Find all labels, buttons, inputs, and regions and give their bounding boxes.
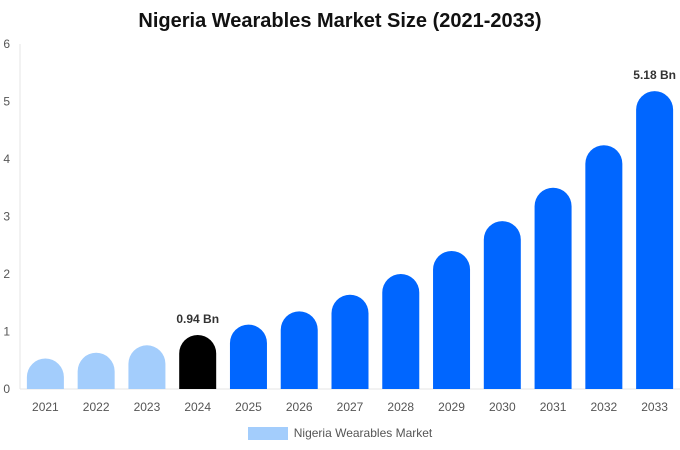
x-tick-label: 2025 bbox=[235, 400, 262, 414]
y-tick-label: 5 bbox=[3, 95, 10, 109]
x-tick-label: 2033 bbox=[641, 400, 668, 414]
y-tick-label: 1 bbox=[3, 325, 10, 339]
bar-2028 bbox=[382, 274, 420, 389]
x-tick-label: 2029 bbox=[438, 400, 465, 414]
data-label-2033: 5.18 Bn bbox=[633, 68, 676, 82]
y-tick-label: 4 bbox=[3, 152, 10, 166]
bar-2021 bbox=[26, 358, 64, 389]
x-tick-label: 2026 bbox=[286, 400, 313, 414]
y-tick-label: 6 bbox=[3, 37, 10, 51]
bar-2025 bbox=[229, 324, 267, 389]
bar-2030 bbox=[483, 221, 521, 389]
legend-swatch bbox=[247, 426, 288, 440]
chart-title: Nigeria Wearables Market Size (2021-2033… bbox=[138, 10, 542, 32]
x-tick-label: 2028 bbox=[387, 400, 414, 414]
x-tick-label: 2031 bbox=[540, 400, 567, 414]
bar-2031 bbox=[534, 187, 572, 389]
x-tick-label: 2021 bbox=[32, 400, 59, 414]
bar-2026 bbox=[280, 311, 318, 389]
bar-2033 bbox=[636, 91, 674, 390]
x-tick-label: 2030 bbox=[489, 400, 516, 414]
x-tick-label: 2024 bbox=[184, 400, 211, 414]
bar-2023 bbox=[128, 345, 166, 389]
bar-2027 bbox=[331, 294, 369, 389]
x-tick-label: 2023 bbox=[134, 400, 161, 414]
x-tick-label: 2032 bbox=[590, 400, 617, 414]
data-label-2024: 0.94 Bn bbox=[176, 312, 219, 326]
bar-2022 bbox=[77, 352, 115, 389]
legend-label: Nigeria Wearables Market bbox=[293, 426, 433, 440]
bar-2032 bbox=[585, 145, 623, 389]
x-tick-label: 2022 bbox=[83, 400, 110, 414]
x-tick-label: 2027 bbox=[337, 400, 364, 414]
bar-2029 bbox=[433, 251, 471, 389]
chart-legend: Nigeria Wearables Market bbox=[0, 426, 680, 440]
bar-2024 bbox=[179, 334, 217, 389]
y-tick-label: 2 bbox=[3, 267, 10, 281]
y-tick-label: 0 bbox=[3, 382, 10, 396]
y-tick-label: 3 bbox=[3, 210, 10, 224]
